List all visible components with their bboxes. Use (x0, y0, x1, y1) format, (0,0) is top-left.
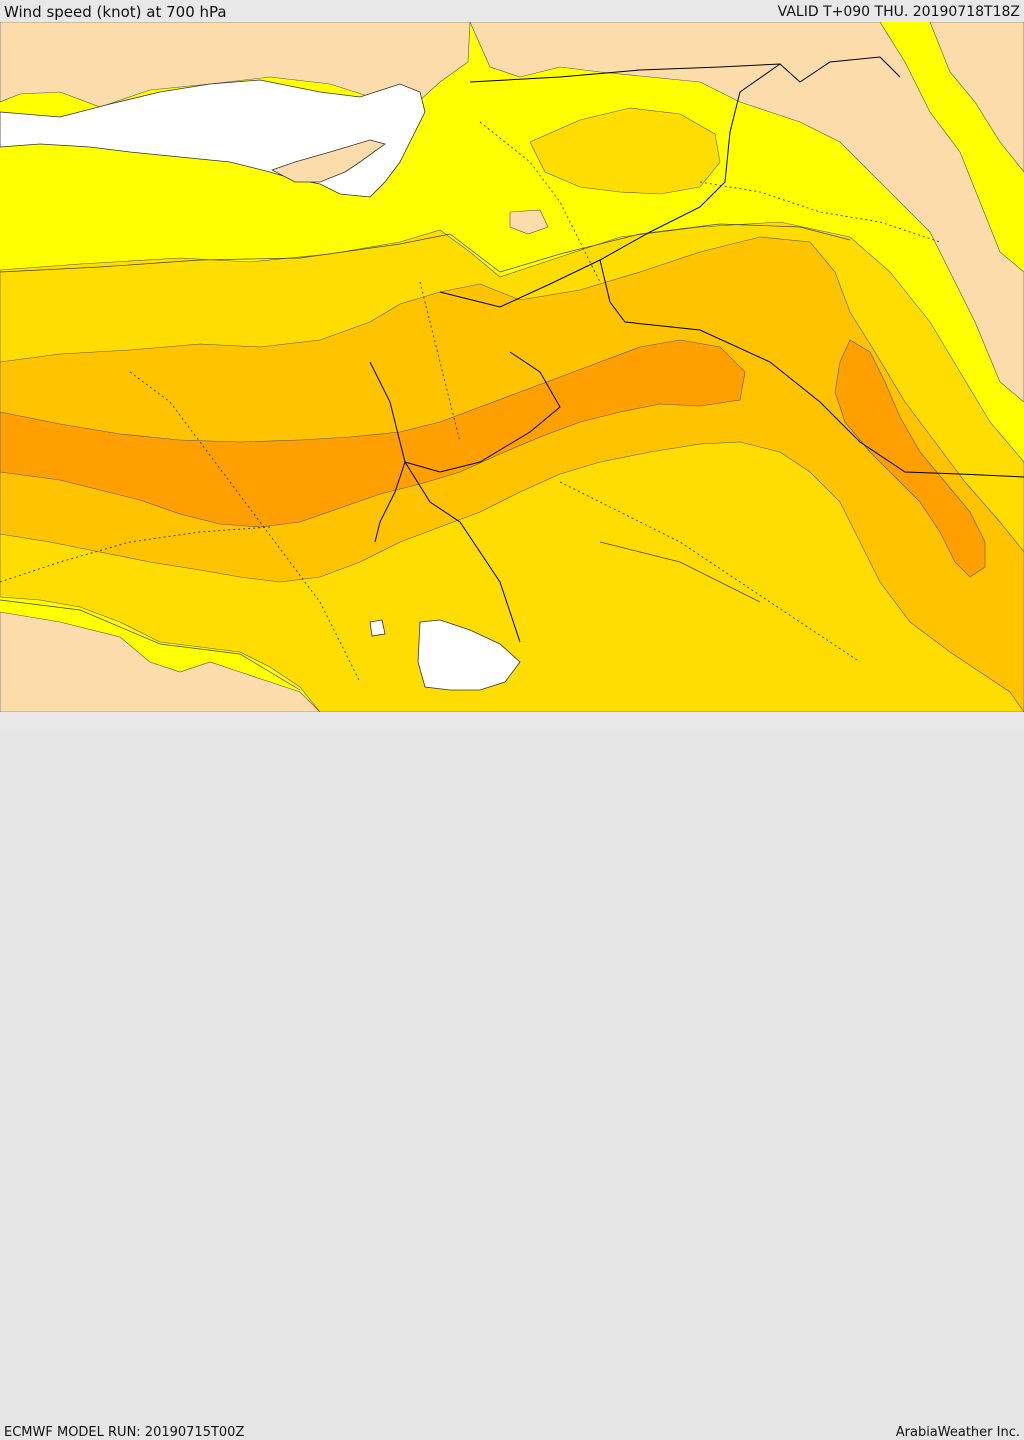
border-solid-6 (369, 361, 406, 543)
calm-area-far-east (929, 22, 1024, 173)
cyprus-island (270, 139, 386, 183)
contour-line-4 (599, 541, 761, 603)
contour-line-2 (449, 223, 851, 273)
national-borders (369, 56, 1024, 643)
band-4-core-east (834, 339, 986, 578)
calm-area-southwest (0, 611, 321, 712)
calm-area-small-1 (509, 209, 549, 235)
isotach-contours (0, 223, 851, 691)
border-solid-5 (404, 461, 521, 643)
border-dotted-4 (699, 181, 941, 243)
band-3-main (0, 236, 1024, 712)
border-solid-2 (439, 63, 781, 308)
band-4-core-west (0, 339, 746, 528)
credit-label: ArabiaWeather Inc. (895, 1425, 1020, 1440)
border-dotted-5 (0, 526, 271, 583)
map-title: Wind speed (knot) at 700 hPa (4, 3, 227, 21)
border-dotted-1 (129, 371, 361, 683)
border-solid-3 (599, 259, 1024, 478)
header-bar: Wind speed (knot) at 700 hPa VALID T+090… (0, 0, 1024, 22)
calm-area-north (0, 22, 471, 108)
footer-bar: ECMWF MODEL RUN: 20190715T00Z ArabiaWeat… (0, 712, 1024, 1440)
valid-time-label: VALID T+090 THU. 20190718T18Z (777, 4, 1020, 20)
wind-speed-map (0, 22, 1024, 712)
contour-line-1 (0, 233, 451, 273)
contour-line-3 (0, 599, 301, 691)
border-solid-4 (404, 351, 561, 473)
border-dotted-6 (559, 481, 861, 663)
small-lake-1 (369, 619, 386, 637)
country-borders (0, 121, 941, 683)
band-2-north-patch (529, 107, 721, 195)
red-sea-gulf (417, 619, 521, 691)
model-run-label: ECMWF MODEL RUN: 20190715T00Z (4, 1425, 245, 1440)
